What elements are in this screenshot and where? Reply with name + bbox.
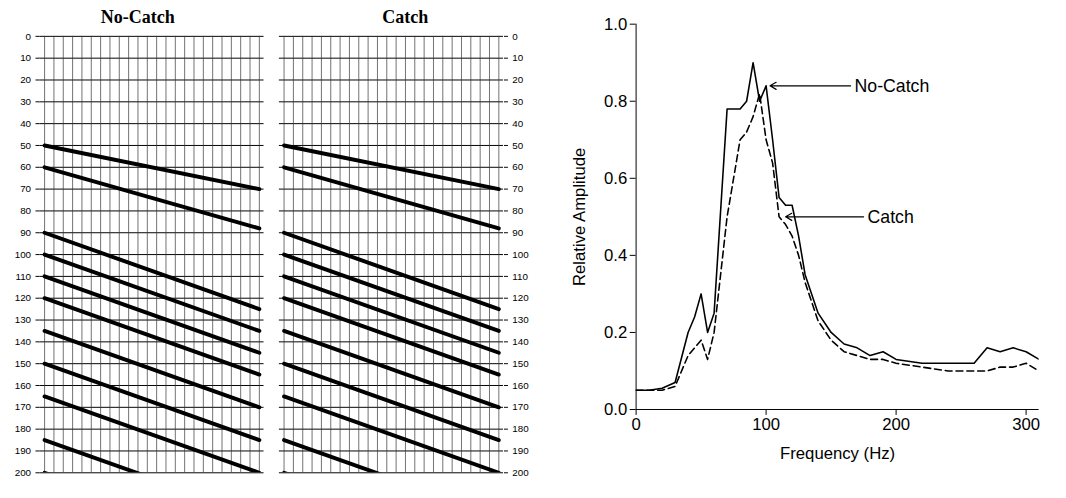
svg-text:170: 170	[15, 401, 32, 412]
svg-text:20: 20	[20, 74, 31, 85]
svg-text:300: 300	[1012, 415, 1040, 434]
svg-text:190: 190	[15, 445, 32, 456]
svg-text:110: 110	[15, 271, 31, 282]
svg-text:0.6: 0.6	[604, 169, 627, 188]
svg-text:200: 200	[513, 467, 530, 478]
svg-text:50: 50	[20, 140, 31, 151]
svg-text:0.2: 0.2	[604, 323, 627, 342]
svg-text:150: 150	[513, 358, 530, 369]
svg-text:190: 190	[513, 445, 530, 456]
svg-text:140: 140	[15, 336, 32, 347]
svg-text:160: 160	[15, 380, 32, 391]
svg-text:200: 200	[882, 415, 910, 434]
svg-text:40: 40	[513, 118, 524, 129]
svg-text:Frequency (Hz): Frequency (Hz)	[780, 444, 895, 463]
svg-text:Catch: Catch	[867, 207, 913, 227]
svg-text:Relative Amplitude: Relative Amplitude	[570, 148, 589, 286]
svg-text:0: 0	[513, 31, 519, 42]
svg-text:70: 70	[513, 183, 524, 194]
svg-text:20: 20	[513, 74, 524, 85]
svg-text:0: 0	[631, 415, 640, 434]
svg-text:0.8: 0.8	[604, 92, 627, 111]
svg-text:60: 60	[513, 161, 524, 172]
svg-text:110: 110	[513, 271, 529, 282]
svg-text:40: 40	[20, 118, 31, 129]
svg-text:10: 10	[513, 52, 524, 63]
svg-text:30: 30	[513, 96, 524, 107]
svg-text:0.0: 0.0	[604, 400, 627, 419]
svg-text:130: 130	[15, 314, 32, 325]
svg-text:60: 60	[20, 161, 31, 172]
svg-text:180: 180	[15, 423, 32, 434]
svg-text:90: 90	[513, 227, 524, 238]
svg-text:140: 140	[513, 336, 530, 347]
svg-text:100: 100	[752, 415, 780, 434]
svg-text:10: 10	[20, 52, 31, 63]
svg-text:90: 90	[20, 227, 31, 238]
svg-text:No-Catch: No-Catch	[854, 75, 929, 95]
svg-text:150: 150	[15, 358, 32, 369]
svg-text:30: 30	[20, 96, 31, 107]
svg-text:130: 130	[513, 314, 530, 325]
svg-text:160: 160	[513, 380, 530, 391]
svg-text:1.0: 1.0	[604, 15, 627, 34]
svg-text:100: 100	[513, 249, 530, 260]
svg-text:100: 100	[15, 249, 32, 260]
svg-text:80: 80	[20, 205, 31, 216]
svg-text:50: 50	[513, 140, 524, 151]
svg-text:170: 170	[513, 401, 530, 412]
svg-text:0: 0	[26, 31, 32, 42]
svg-text:70: 70	[20, 183, 31, 194]
html-text:No-Catch: No-Catch	[100, 7, 175, 27]
html-text:Catch: Catch	[382, 7, 429, 27]
svg-text:200: 200	[15, 467, 32, 478]
svg-text:180: 180	[513, 423, 530, 434]
svg-text:120: 120	[15, 292, 32, 303]
svg-text:80: 80	[513, 205, 524, 216]
svg-text:0.4: 0.4	[604, 246, 627, 265]
svg-text:120: 120	[513, 292, 530, 303]
